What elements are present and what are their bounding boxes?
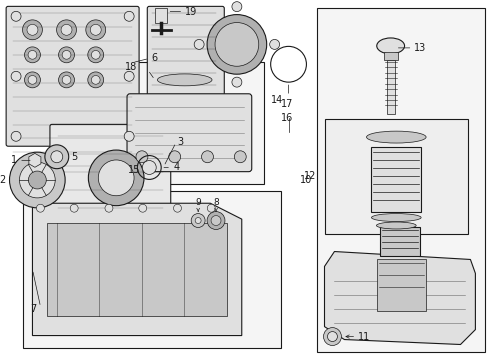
Circle shape xyxy=(24,72,40,88)
Circle shape xyxy=(124,71,134,81)
Circle shape xyxy=(194,40,204,49)
Ellipse shape xyxy=(367,131,426,143)
Text: 2: 2 xyxy=(0,175,5,185)
Text: 16: 16 xyxy=(281,113,293,123)
Text: 5: 5 xyxy=(71,152,77,162)
Circle shape xyxy=(195,217,201,224)
Circle shape xyxy=(91,50,100,59)
FancyBboxPatch shape xyxy=(50,124,171,243)
Text: 13: 13 xyxy=(414,43,426,53)
Polygon shape xyxy=(29,153,41,167)
Bar xyxy=(371,147,421,212)
Circle shape xyxy=(45,145,69,169)
FancyBboxPatch shape xyxy=(127,94,252,172)
Circle shape xyxy=(173,204,181,212)
Bar xyxy=(324,119,468,234)
Circle shape xyxy=(59,72,74,88)
Circle shape xyxy=(51,151,63,163)
Polygon shape xyxy=(324,252,475,345)
Circle shape xyxy=(124,131,134,141)
Text: 14: 14 xyxy=(270,95,283,104)
Bar xyxy=(387,60,394,114)
Text: 9: 9 xyxy=(196,198,201,207)
Bar xyxy=(380,227,420,256)
Circle shape xyxy=(24,47,40,63)
Circle shape xyxy=(9,152,65,208)
Bar xyxy=(384,52,397,60)
Circle shape xyxy=(62,76,71,84)
Ellipse shape xyxy=(377,38,405,54)
Bar xyxy=(377,260,426,311)
Circle shape xyxy=(232,77,242,87)
Circle shape xyxy=(169,151,181,163)
Circle shape xyxy=(11,11,21,21)
Circle shape xyxy=(23,20,43,40)
Text: 4: 4 xyxy=(173,162,179,172)
Circle shape xyxy=(270,40,280,49)
Ellipse shape xyxy=(376,222,416,229)
Ellipse shape xyxy=(157,74,212,86)
Bar xyxy=(155,8,168,23)
Circle shape xyxy=(28,76,37,84)
Text: 1: 1 xyxy=(11,155,17,165)
Bar xyxy=(317,8,485,352)
Circle shape xyxy=(88,150,144,206)
Circle shape xyxy=(105,204,113,212)
Circle shape xyxy=(88,47,104,63)
Bar xyxy=(23,191,281,348)
Polygon shape xyxy=(32,203,242,336)
Bar xyxy=(48,223,227,316)
Text: 3: 3 xyxy=(177,138,183,148)
Circle shape xyxy=(211,216,221,225)
Circle shape xyxy=(27,24,38,35)
Circle shape xyxy=(207,204,215,212)
Circle shape xyxy=(28,50,37,59)
Circle shape xyxy=(61,24,72,35)
Circle shape xyxy=(86,20,106,40)
Circle shape xyxy=(59,47,74,63)
Circle shape xyxy=(234,151,246,163)
Circle shape xyxy=(191,213,205,228)
Text: 10: 10 xyxy=(300,175,312,185)
Circle shape xyxy=(207,15,267,74)
Circle shape xyxy=(201,151,214,163)
Circle shape xyxy=(207,212,225,229)
Circle shape xyxy=(232,2,242,12)
Circle shape xyxy=(139,204,147,212)
Circle shape xyxy=(91,76,100,84)
FancyBboxPatch shape xyxy=(6,6,139,146)
Text: 12: 12 xyxy=(304,171,317,181)
Text: 11: 11 xyxy=(358,332,370,342)
Circle shape xyxy=(70,204,78,212)
Circle shape xyxy=(28,171,46,189)
Circle shape xyxy=(98,160,134,196)
Bar xyxy=(120,62,264,184)
Circle shape xyxy=(11,71,21,81)
Circle shape xyxy=(136,151,148,163)
Ellipse shape xyxy=(371,213,421,221)
Circle shape xyxy=(11,131,21,141)
Text: 17: 17 xyxy=(281,99,293,109)
Text: 15: 15 xyxy=(128,165,141,175)
Text: 19: 19 xyxy=(185,6,197,17)
Text: 8: 8 xyxy=(213,198,219,207)
Circle shape xyxy=(142,161,156,175)
Text: 6: 6 xyxy=(151,53,157,63)
Circle shape xyxy=(90,24,101,35)
Circle shape xyxy=(36,204,45,212)
Text: 18: 18 xyxy=(125,62,137,72)
Circle shape xyxy=(327,332,338,342)
Circle shape xyxy=(124,11,134,21)
Circle shape xyxy=(20,162,55,198)
Text: 7: 7 xyxy=(31,304,37,314)
Circle shape xyxy=(62,50,71,59)
Circle shape xyxy=(215,23,259,66)
Circle shape xyxy=(323,328,342,346)
Circle shape xyxy=(88,72,104,88)
Circle shape xyxy=(57,20,76,40)
FancyBboxPatch shape xyxy=(147,6,224,96)
